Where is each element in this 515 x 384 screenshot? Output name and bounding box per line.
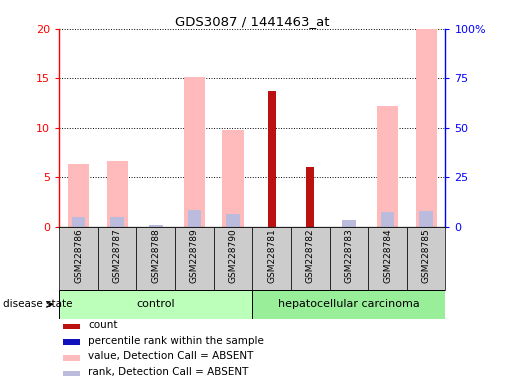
Bar xyxy=(110,217,124,227)
Text: disease state: disease state xyxy=(3,299,72,310)
Bar xyxy=(222,130,244,227)
Text: GSM228785: GSM228785 xyxy=(422,228,431,283)
Text: GSM228782: GSM228782 xyxy=(306,228,315,283)
Bar xyxy=(59,227,98,290)
Text: value, Detection Call = ABSENT: value, Detection Call = ABSENT xyxy=(88,351,253,361)
Bar xyxy=(291,227,330,290)
Bar xyxy=(268,91,276,227)
Bar xyxy=(330,227,368,290)
Bar xyxy=(98,227,136,290)
Bar xyxy=(377,106,398,227)
Bar xyxy=(416,29,437,227)
Bar xyxy=(136,227,175,290)
Bar xyxy=(419,211,433,227)
Bar xyxy=(63,324,80,329)
Text: percentile rank within the sample: percentile rank within the sample xyxy=(88,336,264,346)
Text: GSM228787: GSM228787 xyxy=(113,228,122,283)
Bar xyxy=(268,211,276,227)
Bar xyxy=(368,227,407,290)
Text: GSM228790: GSM228790 xyxy=(229,228,237,283)
Bar xyxy=(306,217,314,227)
Bar xyxy=(149,225,163,227)
Title: GDS3087 / 1441463_at: GDS3087 / 1441463_at xyxy=(175,15,330,28)
Text: rank, Detection Call = ABSENT: rank, Detection Call = ABSENT xyxy=(88,367,249,377)
Bar xyxy=(72,217,85,227)
Text: GSM228783: GSM228783 xyxy=(345,228,353,283)
Bar xyxy=(381,212,394,227)
Text: count: count xyxy=(88,320,118,330)
Bar xyxy=(184,77,205,227)
Bar xyxy=(175,227,214,290)
Text: GSM228784: GSM228784 xyxy=(383,228,392,283)
Bar xyxy=(226,214,240,227)
Text: GSM228781: GSM228781 xyxy=(267,228,276,283)
Bar xyxy=(342,220,356,227)
Bar xyxy=(63,355,80,361)
Bar xyxy=(107,161,128,227)
Bar xyxy=(306,167,314,227)
Bar xyxy=(407,227,445,290)
Bar xyxy=(63,339,80,345)
Text: control: control xyxy=(136,299,175,310)
Bar xyxy=(59,290,252,319)
Bar xyxy=(63,371,80,376)
Text: GSM228786: GSM228786 xyxy=(74,228,83,283)
Bar xyxy=(68,164,89,227)
Bar xyxy=(187,210,201,227)
Bar xyxy=(252,227,291,290)
Bar xyxy=(252,290,445,319)
Text: GSM228789: GSM228789 xyxy=(190,228,199,283)
Text: hepatocellular carcinoma: hepatocellular carcinoma xyxy=(278,299,420,310)
Bar xyxy=(214,227,252,290)
Text: GSM228788: GSM228788 xyxy=(151,228,160,283)
